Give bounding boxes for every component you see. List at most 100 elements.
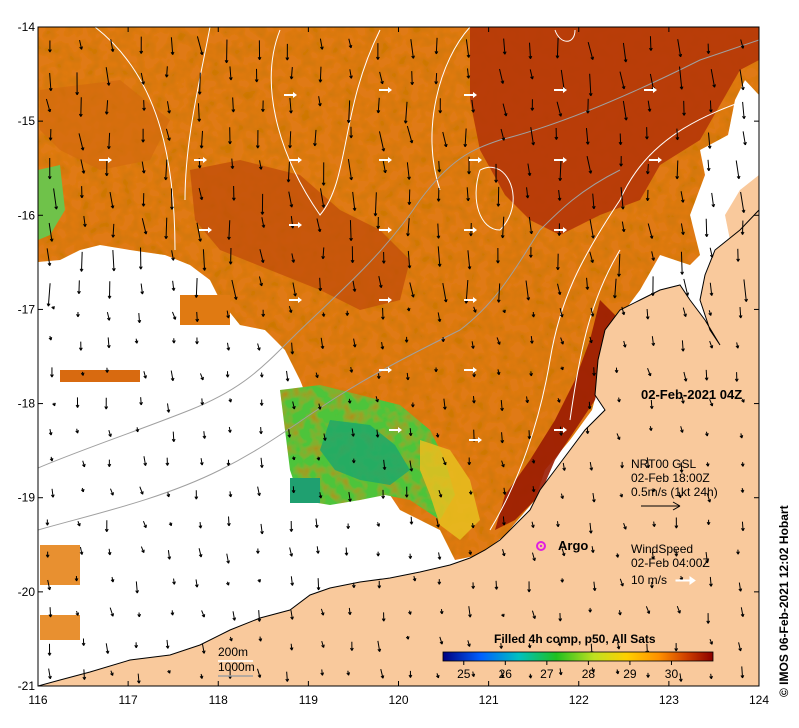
current-arrow — [48, 222, 54, 242]
current-arrow — [231, 279, 238, 300]
current-arrow — [289, 520, 294, 532]
current-arrow — [443, 398, 447, 410]
current-arrow — [105, 367, 109, 373]
current-arrow — [709, 247, 714, 258]
sst-cool-patch-west — [38, 165, 65, 240]
wind-arrow — [554, 87, 567, 93]
sst-hot-region-ne — [470, 27, 759, 235]
current-arrow — [618, 133, 623, 145]
wind-title: WindSpeed — [631, 542, 693, 556]
current-arrow — [619, 71, 626, 90]
current-arrow — [107, 281, 112, 299]
current-arrow — [707, 132, 712, 149]
current-arrow — [74, 576, 79, 582]
current-arrow — [349, 126, 354, 139]
current-arrow — [711, 192, 716, 208]
current-arrow — [742, 101, 746, 120]
current-arrow — [529, 371, 533, 377]
current-arrow — [231, 186, 236, 201]
current-arrow — [77, 521, 81, 527]
current-arrow — [318, 492, 323, 499]
current-arrow — [466, 187, 470, 202]
current-arrow — [373, 192, 378, 217]
wind-arrow — [469, 157, 482, 163]
current-arrow — [738, 642, 742, 652]
current-arrow — [436, 187, 441, 202]
current-arrow — [286, 161, 291, 183]
current-arrow — [680, 223, 685, 236]
current-arrow — [320, 337, 325, 350]
current-arrow — [683, 278, 690, 296]
current-arrow — [142, 100, 146, 111]
current-arrow — [259, 399, 264, 406]
current-arrow — [736, 248, 740, 262]
current-arrow — [80, 371, 85, 376]
wind-arrow — [464, 297, 477, 303]
current-arrow — [107, 132, 111, 150]
wind-arrow — [649, 157, 662, 163]
current-arrow — [562, 462, 566, 471]
current-arrow — [438, 98, 443, 114]
current-arrow — [201, 610, 206, 618]
current-arrow — [170, 37, 175, 55]
current-arrow — [740, 666, 745, 679]
current-arrow — [321, 640, 325, 648]
current-arrow — [381, 307, 385, 320]
current-arrow — [740, 191, 746, 213]
current-arrow — [590, 546, 595, 553]
current-arrow — [197, 72, 202, 95]
current-arrow — [465, 39, 471, 58]
current-arrow — [167, 669, 171, 674]
y-tick-label: -18 — [18, 397, 36, 411]
current-arrow — [676, 605, 681, 614]
current-arrow — [172, 338, 176, 344]
current-arrow — [171, 280, 176, 291]
current-arrow — [496, 247, 500, 264]
current-arrow — [528, 216, 534, 235]
current-arrow — [141, 193, 146, 207]
current-arrow — [172, 311, 177, 320]
current-arrow — [501, 613, 505, 618]
x-tick-label: 120 — [388, 693, 408, 707]
current-arrow — [710, 69, 716, 88]
current-arrow — [78, 133, 85, 151]
current-arrow — [288, 131, 292, 149]
current-arrow — [646, 457, 651, 469]
current-arrow — [352, 280, 357, 292]
current-arrow — [108, 430, 112, 437]
current-arrow — [589, 461, 594, 471]
current-arrow — [261, 217, 266, 228]
current-arrow — [592, 493, 596, 503]
wind-arrow — [389, 427, 402, 433]
wind-arrow — [379, 227, 392, 233]
sst-hot-patch-west — [40, 80, 170, 170]
current-arrow — [291, 253, 296, 263]
current-arrow — [224, 39, 229, 64]
current-arrow — [591, 193, 596, 210]
current-arrow — [110, 488, 114, 496]
current-arrow — [107, 459, 112, 467]
current-arrow — [195, 337, 199, 345]
current-arrow — [437, 161, 442, 173]
current-arrow — [651, 251, 656, 261]
current-arrow — [560, 578, 565, 583]
current-arrow — [109, 191, 115, 209]
current-arrow — [348, 38, 353, 49]
current-arrow — [585, 128, 590, 145]
current-arrow — [528, 42, 533, 60]
current-arrow — [558, 159, 563, 182]
wind-arrow — [379, 297, 392, 303]
current-arrow — [501, 549, 506, 557]
current-arrow — [165, 128, 171, 141]
current-arrow — [163, 159, 168, 181]
current-arrow — [323, 433, 327, 441]
current-arrow — [104, 159, 109, 177]
current-arrow — [407, 189, 412, 206]
current-arrow — [405, 372, 410, 381]
current-arrow — [619, 493, 624, 498]
current-arrow — [78, 341, 83, 351]
current-arrow — [437, 312, 442, 323]
current-arrow — [109, 607, 115, 617]
sst-yellow-fringe — [420, 440, 480, 540]
current-arrow — [198, 522, 203, 529]
